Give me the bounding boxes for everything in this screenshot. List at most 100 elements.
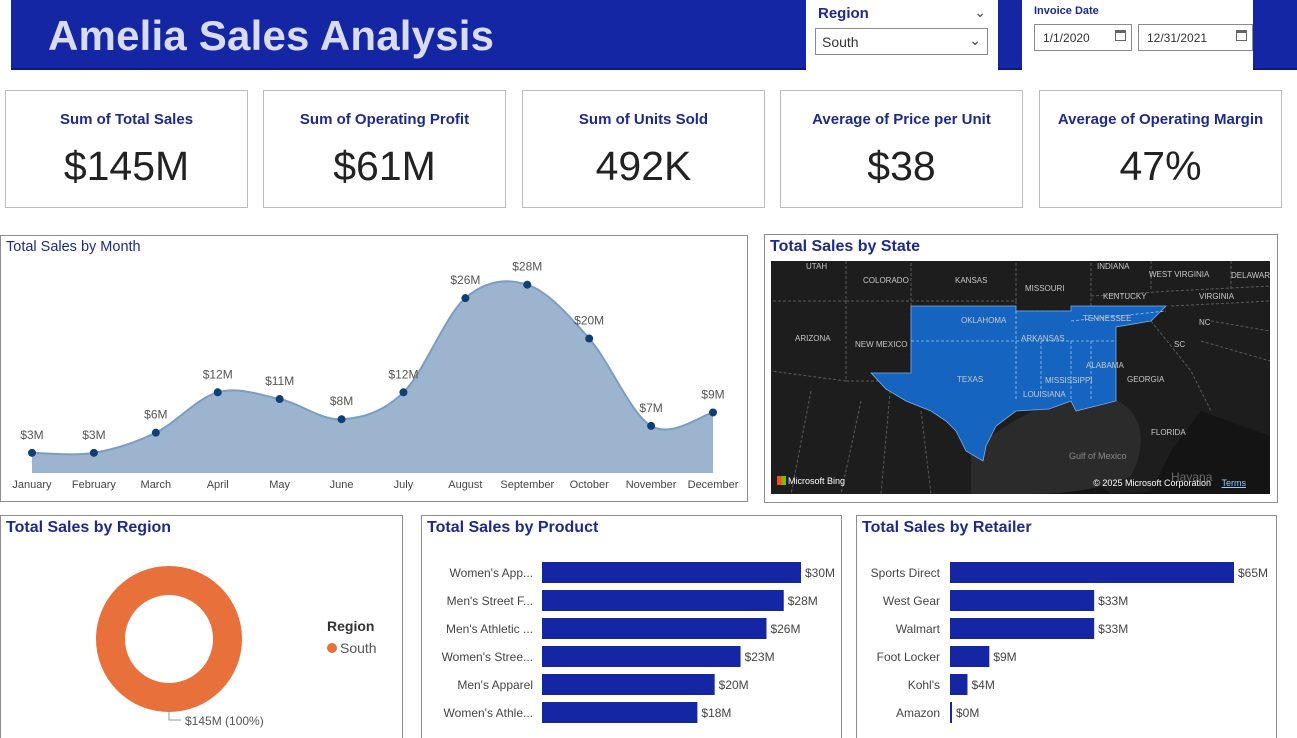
legend-item-south[interactable]: South	[327, 640, 377, 656]
bar[interactable]	[950, 618, 1095, 639]
data-point[interactable]	[523, 280, 532, 289]
chevron-down-icon[interactable]: ⌄	[969, 32, 981, 48]
kpi-card-price-per-unit[interactable]: Average of Price per Unit $38	[780, 90, 1023, 208]
region-slicer[interactable]: Region ⌄ South ⌄	[806, 0, 998, 70]
map-attribution: Microsoft Bing	[788, 476, 846, 486]
category-label: Women's App...	[450, 566, 533, 580]
month-area-chart[interactable]: $3M January $3M February $6M March $12M April $1…	[1, 236, 748, 502]
data-label: $33M	[1098, 622, 1128, 636]
kpi-value: 47%	[1119, 143, 1202, 189]
x-tick-label: February	[72, 479, 117, 491]
bar[interactable]	[542, 702, 698, 723]
product-chart-panel[interactable]: Total Sales by Product Women's App... $30…	[421, 515, 842, 738]
region-chart-panel[interactable]: Total Sales by Region $145M (100%) Regio…	[0, 515, 403, 738]
calendar-icon[interactable]	[1236, 30, 1247, 41]
x-tick-label: September	[500, 479, 554, 491]
data-point[interactable]	[461, 294, 470, 303]
map-label: ARKANSAS	[1021, 334, 1065, 343]
data-label: $4M	[971, 678, 994, 692]
map-label: TEXAS	[957, 375, 983, 384]
data-label: $26M	[770, 622, 800, 636]
map-label: DELAWARE	[1231, 271, 1270, 280]
data-point[interactable]	[709, 408, 717, 417]
x-tick-label: October	[570, 479, 609, 491]
bar[interactable]	[542, 618, 767, 639]
kpi-card-total-sales[interactable]: Sum of Total Sales $145M	[5, 90, 248, 208]
kpi-label: Average of Operating Margin	[1057, 111, 1264, 128]
category-label: Men's Athletic ...	[446, 622, 533, 636]
data-label: $12M	[388, 367, 418, 381]
map-label: COLORADO	[863, 276, 909, 285]
chart-title: Total Sales by Retailer	[862, 519, 1032, 536]
donut-slice[interactable]	[96, 566, 242, 712]
bar[interactable]	[542, 562, 801, 583]
kpi-label: Average of Price per Unit	[812, 111, 991, 128]
data-point[interactable]	[585, 334, 594, 343]
data-point[interactable]	[399, 388, 408, 397]
map-label: INDIANA	[1097, 262, 1130, 271]
date-slicer-label: Invoice Date	[1034, 5, 1099, 17]
map-label: TENNESSEE	[1083, 314, 1131, 323]
bar[interactable]	[950, 590, 1095, 611]
data-label: $9M	[993, 650, 1016, 664]
category-label: West Gear	[883, 594, 940, 608]
data-label: $12M	[203, 367, 233, 381]
bar[interactable]	[950, 674, 968, 695]
state-map-panel[interactable]: Total Sales by State	[764, 234, 1278, 503]
kpi-card-operating-margin[interactable]: Average of Operating Margin 47%	[1039, 90, 1282, 208]
bar[interactable]	[542, 590, 784, 611]
area-fill	[32, 281, 713, 473]
data-point[interactable]	[337, 415, 346, 424]
data-label: $7M	[639, 401, 662, 415]
calendar-icon[interactable]	[1115, 30, 1126, 41]
data-point[interactable]	[28, 448, 36, 457]
microsoft-logo-icon	[777, 476, 786, 485]
map-label: GEORGIA	[1127, 375, 1165, 384]
kpi-card-operating-profit[interactable]: Sum of Operating Profit $61M	[263, 90, 506, 208]
end-date-input[interactable]: 12/31/2021	[1138, 24, 1253, 51]
start-date-input[interactable]: 1/1/2020	[1034, 24, 1132, 51]
region-dropdown-value: South	[822, 34, 859, 50]
start-date-value: 1/1/2020	[1043, 31, 1090, 45]
data-point[interactable]	[89, 448, 98, 457]
data-point[interactable]	[275, 395, 284, 404]
data-label: $9M	[701, 387, 724, 401]
data-label: $8M	[330, 394, 353, 408]
data-label: $30M	[805, 566, 835, 580]
date-slicer[interactable]: Invoice Date 1/1/2020 12/31/2021	[1022, 0, 1253, 70]
sales-map[interactable]: UTAH COLORADO KANSAS MISSOURI INDIANA WE…	[771, 261, 1270, 494]
bar[interactable]	[950, 646, 990, 667]
map-graphic: UTAH COLORADO KANSAS MISSOURI INDIANA WE…	[771, 261, 1270, 494]
map-label: NEW MEXICO	[855, 340, 907, 349]
region-donut-chart[interactable]: $145M (100%)	[1, 516, 403, 738]
month-chart-panel[interactable]: Total Sales by Month $3M January $3M Februa…	[0, 235, 748, 502]
data-label: $23M	[745, 650, 775, 664]
retailer-chart-panel[interactable]: Total Sales by Retailer Sports Direct $65…	[856, 515, 1277, 738]
bar[interactable]	[950, 702, 952, 723]
data-point[interactable]	[647, 421, 656, 430]
data-label: $26M	[450, 273, 480, 287]
retailer-bar-chart[interactable]: Sports Direct $65M West Gear $33M Walmart $33…	[857, 516, 1277, 738]
data-point[interactable]	[213, 388, 222, 397]
region-slicer-label: Region	[818, 5, 869, 22]
chevron-down-icon[interactable]: ⌄	[974, 4, 986, 20]
bar[interactable]	[950, 562, 1234, 583]
region-dropdown[interactable]: South ⌄	[815, 28, 988, 55]
category-label: Foot Locker	[877, 650, 940, 664]
map-copyright-text: © 2025 Microsoft Corporation	[1093, 478, 1211, 488]
data-label: $6M	[144, 408, 167, 422]
data-point[interactable]	[151, 428, 160, 437]
data-label: $0M	[956, 706, 979, 720]
product-bar-chart[interactable]: Women's App... $30M Men's Street F... $28M M…	[422, 516, 842, 738]
bing-logo: Microsoft Bing	[777, 476, 845, 486]
map-terms-link[interactable]: Terms	[1221, 478, 1247, 488]
category-label: Sports Direct	[871, 566, 941, 580]
map-label: Gulf of Mexico	[1069, 451, 1127, 461]
data-label: $3M	[20, 428, 43, 442]
map-copyright: © 2025 Microsoft Corporation Terms	[1093, 478, 1246, 488]
bar[interactable]	[542, 674, 715, 695]
category-label: Men's Apparel	[457, 678, 533, 692]
category-label: Kohl's	[908, 678, 940, 692]
kpi-card-units-sold[interactable]: Sum of Units Sold 492K	[522, 90, 765, 208]
bar[interactable]	[542, 646, 741, 667]
